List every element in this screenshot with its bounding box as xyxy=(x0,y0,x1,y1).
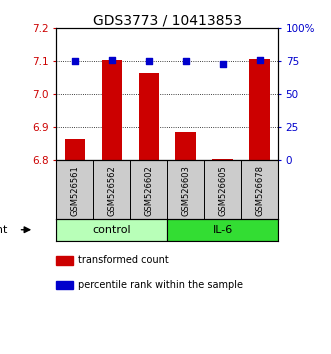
Bar xyxy=(56,219,167,241)
Text: percentile rank within the sample: percentile rank within the sample xyxy=(78,280,243,290)
Point xyxy=(183,58,188,64)
Bar xyxy=(65,139,85,160)
Title: GDS3773 / 10413853: GDS3773 / 10413853 xyxy=(93,13,242,27)
Bar xyxy=(175,132,196,160)
Point xyxy=(109,57,115,63)
Bar xyxy=(249,59,270,160)
Bar xyxy=(167,219,278,241)
Text: GSM526561: GSM526561 xyxy=(70,165,79,216)
Bar xyxy=(102,59,122,160)
Bar xyxy=(213,159,233,160)
Text: agent: agent xyxy=(0,225,8,235)
Bar xyxy=(138,73,159,160)
Text: IL-6: IL-6 xyxy=(213,225,233,235)
Text: control: control xyxy=(92,225,131,235)
Point xyxy=(220,61,225,67)
Text: GSM526602: GSM526602 xyxy=(144,165,153,216)
Point xyxy=(146,58,151,64)
Point xyxy=(72,58,77,64)
Text: GSM526605: GSM526605 xyxy=(218,165,227,216)
Text: GSM526678: GSM526678 xyxy=(255,165,264,216)
Text: GSM526562: GSM526562 xyxy=(107,165,116,216)
Text: transformed count: transformed count xyxy=(78,255,168,265)
Text: GSM526603: GSM526603 xyxy=(181,165,190,216)
Point xyxy=(257,57,262,63)
